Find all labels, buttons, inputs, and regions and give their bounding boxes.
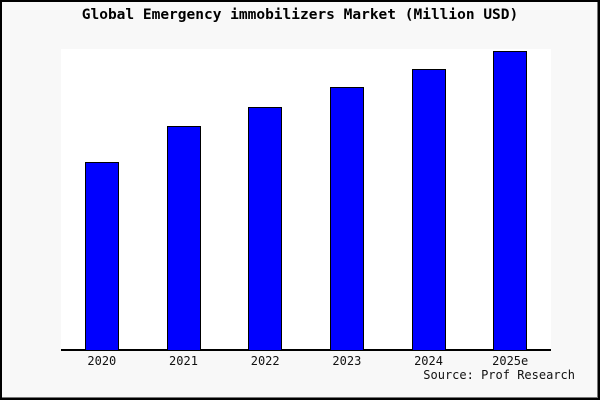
x-tick-label-2023: 2023: [332, 354, 362, 368]
x-tick-label-2020: 2020: [87, 354, 117, 368]
bar-2023: [329, 87, 364, 351]
x-tick-label-2022: 2022: [250, 354, 280, 368]
plot-area: [61, 49, 551, 351]
x-tick-label-2025e: 2025e: [492, 354, 529, 368]
x-axis-labels: 2020 2021 2022 2023 2024 2025e: [61, 354, 551, 368]
bar-slot: [143, 51, 225, 351]
x-axis-line: [61, 349, 551, 351]
bar-2024: [411, 69, 446, 351]
bar-slot: [306, 51, 388, 351]
bar-2020: [84, 162, 119, 351]
chart-title: Global Emergency immobilizers Market (Mi…: [81, 7, 519, 23]
bar-2025e: [493, 51, 528, 351]
bar-slot: [388, 51, 470, 351]
bars-layer: [61, 51, 551, 351]
x-tick-label-2021: 2021: [169, 354, 198, 368]
bar-2022: [248, 107, 283, 351]
x-tick-label-2024: 2024: [414, 354, 443, 368]
source-credit: Source: Prof Research: [423, 368, 575, 382]
bar-slot: [224, 51, 306, 351]
bar-slot: [61, 51, 143, 351]
bar-slot: [469, 51, 551, 351]
bar-2021: [166, 126, 201, 351]
